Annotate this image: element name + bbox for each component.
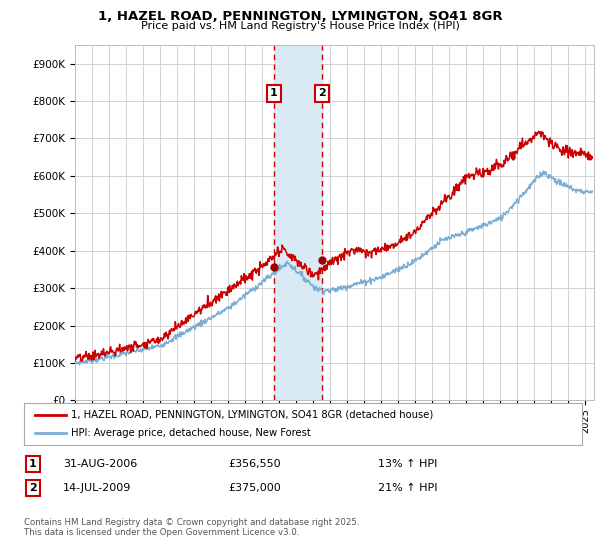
Text: 31-AUG-2006: 31-AUG-2006: [63, 459, 137, 469]
Text: 21% ↑ HPI: 21% ↑ HPI: [378, 483, 437, 493]
Text: 14-JUL-2009: 14-JUL-2009: [63, 483, 131, 493]
Text: HPI: Average price, detached house, New Forest: HPI: Average price, detached house, New …: [71, 428, 311, 438]
Text: 1, HAZEL ROAD, PENNINGTON, LYMINGTON, SO41 8GR (detached house): 1, HAZEL ROAD, PENNINGTON, LYMINGTON, SO…: [71, 410, 434, 420]
Text: 1: 1: [29, 459, 37, 469]
Bar: [274, 45, 322, 400]
Text: Price paid vs. HM Land Registry's House Price Index (HPI): Price paid vs. HM Land Registry's House …: [140, 21, 460, 31]
Text: £356,550: £356,550: [228, 459, 281, 469]
Text: £375,000: £375,000: [228, 483, 281, 493]
Text: Contains HM Land Registry data © Crown copyright and database right 2025.
This d: Contains HM Land Registry data © Crown c…: [24, 518, 359, 538]
Text: 13% ↑ HPI: 13% ↑ HPI: [378, 459, 437, 469]
Text: 2: 2: [319, 88, 326, 99]
Text: 1, HAZEL ROAD, PENNINGTON, LYMINGTON, SO41 8GR: 1, HAZEL ROAD, PENNINGTON, LYMINGTON, SO…: [98, 10, 502, 22]
Text: 2: 2: [29, 483, 37, 493]
Text: 1: 1: [269, 88, 277, 99]
